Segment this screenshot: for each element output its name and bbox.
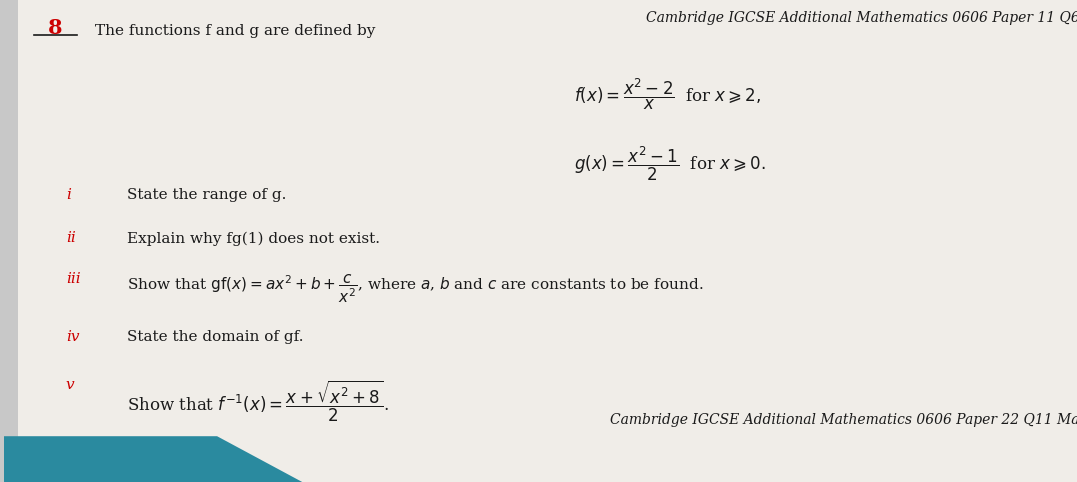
Text: 8: 8 [48,18,62,38]
Polygon shape [0,436,303,482]
Text: v: v [66,378,74,392]
Text: iii: iii [66,272,81,286]
Text: Cambridge IGCSE Additional Mathematics 0606 Paper 22 Q11 Ma: Cambridge IGCSE Additional Mathematics 0… [610,413,1077,427]
Text: iv: iv [66,330,80,344]
FancyBboxPatch shape [0,0,18,482]
Text: ii: ii [66,231,75,245]
Text: State the range of g.: State the range of g. [127,188,286,202]
Text: Show that $\mathrm{gf}(x) = ax^2 + b + \dfrac{c}{x^2}$, where $a$, $b$ and $c$ a: Show that $\mathrm{gf}(x) = ax^2 + b + \… [127,272,703,305]
Text: i: i [66,188,71,202]
Text: $f(x) = \dfrac{x^2-2}{x}$  for $x \geqslant 2,$: $f(x) = \dfrac{x^2-2}{x}$ for $x \geqsla… [574,77,761,112]
Text: The functions f and g are defined by: The functions f and g are defined by [95,24,375,38]
Text: Show that $f^{-1}(x) = \dfrac{x + \sqrt{x^2+8}}{2}$.: Show that $f^{-1}(x) = \dfrac{x + \sqrt{… [127,378,389,424]
Text: State the domain of gf.: State the domain of gf. [127,330,303,344]
Text: $g(x) = \dfrac{x^2-1}{2}$  for $x \geqslant 0.$: $g(x) = \dfrac{x^2-1}{2}$ for $x \geqsla… [574,145,766,183]
Text: Explain why fg(1) does not exist.: Explain why fg(1) does not exist. [127,231,379,246]
Text: Cambridge IGCSE Additional Mathematics 0606 Paper 11 Q6: Cambridge IGCSE Additional Mathematics 0… [645,11,1077,25]
